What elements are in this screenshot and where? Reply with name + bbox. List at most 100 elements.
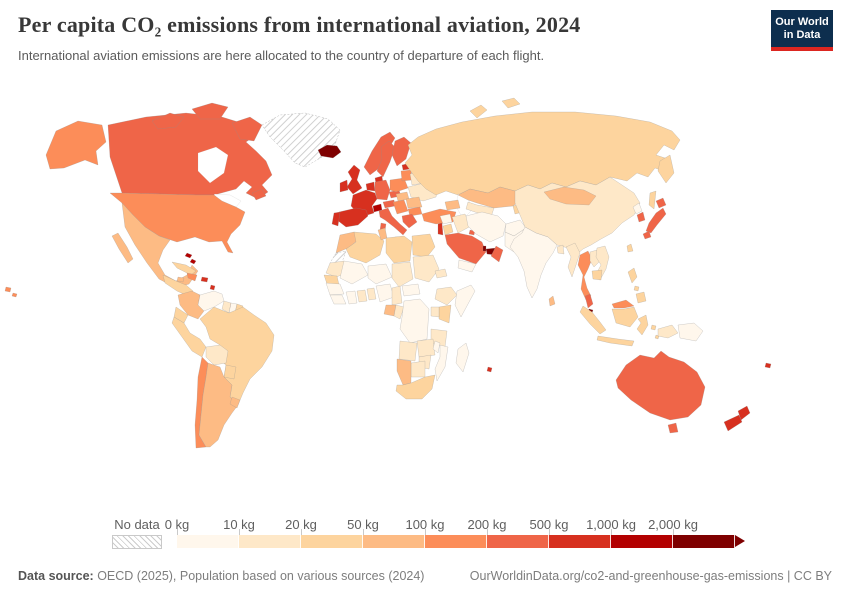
country-jordan[interactable] xyxy=(442,223,454,236)
country-romania[interactable] xyxy=(405,196,423,209)
country-malawi[interactable] xyxy=(432,340,441,354)
country-indonesia-java[interactable] xyxy=(596,335,635,347)
country-iceland[interactable] xyxy=(317,144,342,159)
country-eritrea[interactable] xyxy=(434,268,448,279)
country-canada-island[interactable] xyxy=(151,112,185,130)
country-cameroon[interactable] xyxy=(391,285,403,306)
legend-segment[interactable] xyxy=(177,535,239,548)
country-caucasus[interactable] xyxy=(444,199,461,211)
country-west-papua[interactable] xyxy=(657,324,679,339)
country-russia-sakhalin[interactable] xyxy=(648,190,657,210)
country-egypt[interactable] xyxy=(411,233,436,258)
country-portugal[interactable] xyxy=(331,211,341,227)
country-russia-arctic-isle[interactable] xyxy=(501,97,521,109)
country-russia[interactable] xyxy=(404,111,681,196)
country-tasmania[interactable] xyxy=(667,422,679,434)
country-hawaii[interactable] xyxy=(4,286,12,293)
country-south-korea[interactable] xyxy=(636,211,646,223)
country-india[interactable] xyxy=(509,226,558,299)
country-north-korea[interactable] xyxy=(632,202,643,215)
country-east-malaysia[interactable] xyxy=(611,299,635,309)
country-cuba[interactable] xyxy=(171,261,197,276)
country-qatar[interactable] xyxy=(482,245,487,252)
country-ghana[interactable] xyxy=(356,289,368,303)
country-togo-benin[interactable] xyxy=(366,287,377,301)
country-indonesia-sulawesi[interactable] xyxy=(636,314,649,336)
country-malaysia[interactable] xyxy=(584,293,594,309)
country-argentina[interactable] xyxy=(198,362,239,448)
country-united-kingdom[interactable] xyxy=(346,164,363,195)
country-sierra-leone-liberia[interactable] xyxy=(329,294,347,305)
country-yemen[interactable] xyxy=(457,259,477,273)
country-indonesia-moluccas[interactable] xyxy=(650,324,657,331)
legend-segment[interactable] xyxy=(611,535,673,548)
footer-link[interactable]: OurWorldinData.org/co2-and-greenhouse-ga… xyxy=(469,569,832,583)
country-uruguay[interactable] xyxy=(229,396,241,409)
country-myanmar[interactable] xyxy=(565,242,581,278)
country-greenland[interactable] xyxy=(261,112,341,168)
country-morocco[interactable] xyxy=(335,231,359,254)
country-alaska[interactable] xyxy=(45,120,107,170)
country-lesser-antilles[interactable] xyxy=(209,284,216,291)
country-papua-new-guinea[interactable] xyxy=(677,322,704,342)
owid-logo[interactable]: Our World in Data xyxy=(771,10,833,51)
country-kenya[interactable] xyxy=(438,304,452,324)
country-bahamas[interactable] xyxy=(189,258,197,265)
country-philippines-visayas[interactable] xyxy=(633,285,640,292)
country-angola[interactable] xyxy=(398,340,418,362)
country-botswana[interactable] xyxy=(410,360,426,378)
legend-no-data-swatch[interactable] xyxy=(112,535,162,549)
country-benelux[interactable] xyxy=(365,181,376,192)
country-hawaii[interactable] xyxy=(11,292,18,298)
country-bangladesh[interactable] xyxy=(556,244,565,255)
country-fiji[interactable] xyxy=(764,362,772,369)
legend-color-bar[interactable] xyxy=(177,535,735,548)
country-zambia[interactable] xyxy=(416,338,436,358)
country-chad[interactable] xyxy=(391,261,414,288)
legend-segment[interactable] xyxy=(487,535,549,548)
country-russia-kamchatka[interactable] xyxy=(657,154,675,184)
country-central-african-republic[interactable] xyxy=(401,283,421,297)
country-bahamas[interactable] xyxy=(184,252,193,259)
country-mexico[interactable] xyxy=(121,202,199,289)
country-canada-newfoundland[interactable] xyxy=(251,188,267,201)
country-japan-hokkaido[interactable] xyxy=(655,197,667,209)
country-oman[interactable] xyxy=(490,245,504,263)
country-peru[interactable] xyxy=(171,316,207,358)
country-italy[interactable] xyxy=(378,207,408,236)
country-mauritius[interactable] xyxy=(486,366,493,373)
country-congo[interactable] xyxy=(393,304,405,320)
country-iran[interactable] xyxy=(465,211,507,243)
country-mexico-baja[interactable] xyxy=(111,232,134,264)
country-sudan[interactable] xyxy=(412,254,440,283)
country-syria[interactable] xyxy=(439,213,453,225)
country-poland[interactable] xyxy=(389,177,409,193)
legend-segment[interactable] xyxy=(549,535,611,548)
country-dr-congo[interactable] xyxy=(399,298,430,344)
country-balkans[interactable] xyxy=(392,199,409,215)
country-japan-honshu[interactable] xyxy=(645,207,667,234)
country-austria[interactable] xyxy=(382,199,396,209)
legend-segment[interactable] xyxy=(239,535,301,548)
country-sri-lanka[interactable] xyxy=(548,295,556,307)
country-uganda[interactable] xyxy=(430,306,440,318)
country-indonesia-sumatra[interactable] xyxy=(579,305,607,335)
country-spain[interactable] xyxy=(336,207,369,228)
country-philippines-luzon[interactable] xyxy=(627,267,638,284)
legend-segment[interactable] xyxy=(363,535,425,548)
country-guinea[interactable] xyxy=(325,282,345,296)
country-somalia[interactable] xyxy=(454,284,476,318)
country-canada-island[interactable] xyxy=(191,102,229,120)
country-mozambique[interactable] xyxy=(434,344,449,382)
country-new-zealand-north[interactable] xyxy=(737,405,751,421)
country-namibia[interactable] xyxy=(396,358,412,386)
country-south-africa[interactable] xyxy=(395,374,436,400)
country-sweden[interactable] xyxy=(376,140,396,178)
country-bolivia[interactable] xyxy=(205,344,229,366)
country-philippines-mindanao[interactable] xyxy=(635,291,647,304)
country-israel-lebanon[interactable] xyxy=(437,222,444,236)
country-libya[interactable] xyxy=(385,235,413,264)
country-cambodia[interactable] xyxy=(591,269,603,281)
country-nigeria[interactable] xyxy=(375,283,395,303)
country-canada-baffin[interactable] xyxy=(231,116,263,142)
